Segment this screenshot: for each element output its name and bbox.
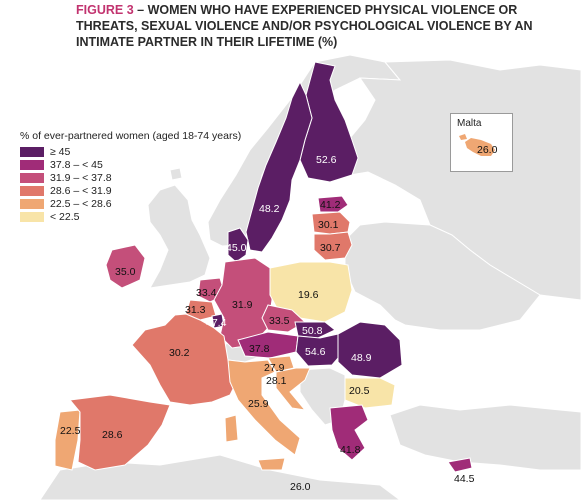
malta-inset-value: 26.0 <box>477 144 498 156</box>
uk-shape <box>147 184 211 289</box>
value-labels: 52.6 48.2 41.2 30.1 30.7 45.0 35.0 33.4 … <box>60 154 475 493</box>
country-croatia[interactable] <box>275 367 311 411</box>
value-lithuania: 30.7 <box>320 242 341 254</box>
value-finland: 52.6 <box>316 154 337 166</box>
legend-label: 28.6 – < 31.9 <box>50 184 112 197</box>
north-africa-shape <box>39 454 401 500</box>
legend-row: < 22.5 <box>20 210 241 223</box>
value-malta-main: 26.0 <box>290 481 311 493</box>
turkey-shape <box>389 404 581 471</box>
value-ireland: 35.0 <box>115 266 136 278</box>
value-czechia: 33.5 <box>269 315 290 327</box>
figure-label: FIGURE 3 <box>76 3 134 17</box>
legend-row: 31.9 – < 37.8 <box>20 171 241 184</box>
value-italy: 25.9 <box>248 398 269 410</box>
value-belgium: 31.3 <box>185 304 206 316</box>
value-hungary: 54.6 <box>305 346 326 358</box>
value-romania: 48.9 <box>351 352 372 364</box>
legend-label: 37.8 – < 45 <box>50 158 103 171</box>
legend-swatch <box>20 159 44 170</box>
title-text: WOMEN WHO HAVE EXPERIENCED PHYSICAL VIOL… <box>76 3 533 49</box>
country-denmark[interactable] <box>227 227 249 263</box>
gozo-island-shape[interactable] <box>459 134 467 140</box>
legend-swatch <box>20 198 44 209</box>
figure-title: FIGURE 3 – WOMEN WHO HAVE EXPERIENCED PH… <box>76 2 556 50</box>
country-italy[interactable] <box>227 359 301 456</box>
value-spain: 28.6 <box>102 429 123 441</box>
country-sardinia[interactable] <box>224 414 239 443</box>
legend-row: 28.6 – < 31.9 <box>20 184 241 197</box>
malta-island-shape[interactable] <box>465 138 495 156</box>
malta-inset-label: Malta <box>457 118 482 129</box>
value-france: 30.2 <box>169 347 190 359</box>
value-netherlands: 33.4 <box>196 287 217 299</box>
country-sicily[interactable] <box>257 457 286 471</box>
legend-title: % of ever-partnered women (aged 18-74 ye… <box>20 130 242 142</box>
value-denmark: 45.0 <box>226 242 247 254</box>
legend-rows: ≥ 45 37.8 – < 45 31.9 – < 37.8 28.6 – < 31.… <box>20 145 241 223</box>
legend-row: 37.8 – < 45 <box>20 158 241 171</box>
value-slovenia: 27.9 <box>264 362 285 374</box>
legend-row: ≥ 45 <box>20 145 241 158</box>
value-cyprus: 44.5 <box>454 473 475 485</box>
legend-swatch <box>20 146 44 157</box>
country-slovakia[interactable] <box>294 321 336 339</box>
value-latvia: 30.1 <box>318 219 339 231</box>
legend-swatch <box>20 172 44 183</box>
value-bulgaria: 20.5 <box>349 385 370 397</box>
value-portugal: 22.5 <box>60 425 81 437</box>
legend-label: ≥ 45 <box>50 145 71 158</box>
country-belgium[interactable] <box>185 299 217 321</box>
legend-label: 22.5 – < 28.6 <box>50 197 112 210</box>
non-eu-land <box>39 54 581 500</box>
scotland-islands-shape <box>169 167 183 181</box>
legend-row: 22.5 – < 28.6 <box>20 197 241 210</box>
value-germany: 31.9 <box>232 299 253 311</box>
value-estonia: 41.2 <box>320 199 341 211</box>
country-greece[interactable] <box>329 404 369 461</box>
country-romania[interactable] <box>337 321 403 379</box>
legend-label: 31.9 – < 37.8 <box>50 171 112 184</box>
legend-swatch <box>20 211 44 222</box>
map-legend: % of ever-partnered women (aged 18-74 ye… <box>20 130 241 223</box>
malta-inset: Malta 26.0 <box>450 113 513 172</box>
east-europe-shape <box>344 221 541 331</box>
value-poland: 19.6 <box>298 289 319 301</box>
value-luxembourg: 47.4 <box>206 317 227 329</box>
eu-countries <box>54 61 473 473</box>
country-spain[interactable] <box>69 394 171 471</box>
country-lithuania[interactable] <box>313 231 353 261</box>
country-ireland[interactable] <box>105 244 146 289</box>
country-bulgaria[interactable] <box>344 377 396 409</box>
value-austria: 37.8 <box>249 343 270 355</box>
country-czechia[interactable] <box>261 304 306 333</box>
legend-label: < 22.5 <box>50 210 80 223</box>
country-sweden[interactable] <box>245 80 313 253</box>
value-sweden: 48.2 <box>259 203 280 215</box>
malta-inset-map: 26.0 <box>459 134 498 156</box>
country-estonia[interactable] <box>317 195 349 213</box>
title-separator: – <box>133 3 148 17</box>
country-france[interactable] <box>131 313 241 406</box>
country-poland[interactable] <box>269 261 353 323</box>
value-croatia: 28.1 <box>266 375 287 387</box>
legend-swatch <box>20 185 44 196</box>
country-portugal[interactable] <box>54 409 81 471</box>
value-slovakia: 50.8 <box>302 325 323 337</box>
value-greece: 41.8 <box>340 444 361 456</box>
country-cyprus[interactable] <box>447 457 473 473</box>
